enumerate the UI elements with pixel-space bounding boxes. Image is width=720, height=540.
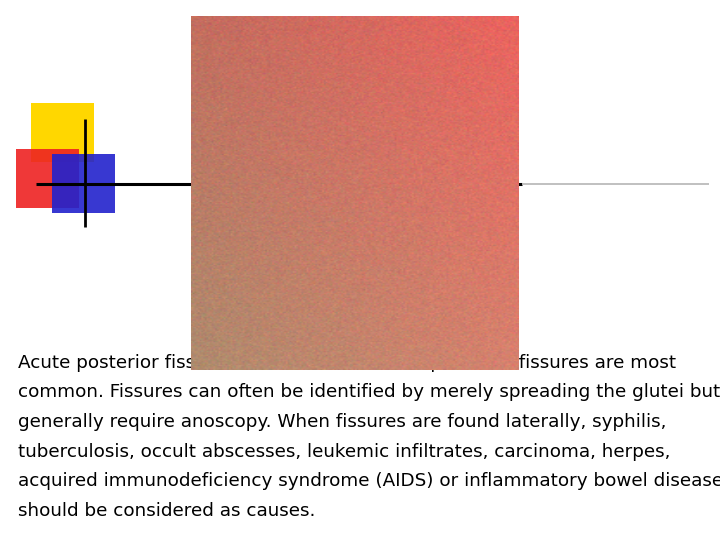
Text: generally require anoscopy. When fissures are found laterally, syphilis,: generally require anoscopy. When fissure… [18, 413, 667, 431]
Bar [31, 103, 94, 162]
Bar [52, 154, 115, 213]
Text: (arrow): (arrow) [231, 354, 298, 372]
Text: common. Fissures can often be identified by merely spreading the glutei but: common. Fissures can often be identified… [18, 383, 720, 401]
Bar [16, 148, 79, 208]
Text: tuberculosis, occult abscesses, leukemic infiltrates, carcinoma, herpes,: tuberculosis, occult abscesses, leukemic… [18, 443, 670, 461]
Text: should be considered as causes.: should be considered as causes. [18, 502, 315, 520]
Text: Acute posterior fissure: Acute posterior fissure [18, 354, 231, 372]
Text: . Anterior and posterior fissures are most: . Anterior and posterior fissures are mo… [298, 354, 676, 372]
Text: acquired immunodeficiency syndrome (AIDS) or inflammatory bowel disease: acquired immunodeficiency syndrome (AIDS… [18, 472, 720, 490]
